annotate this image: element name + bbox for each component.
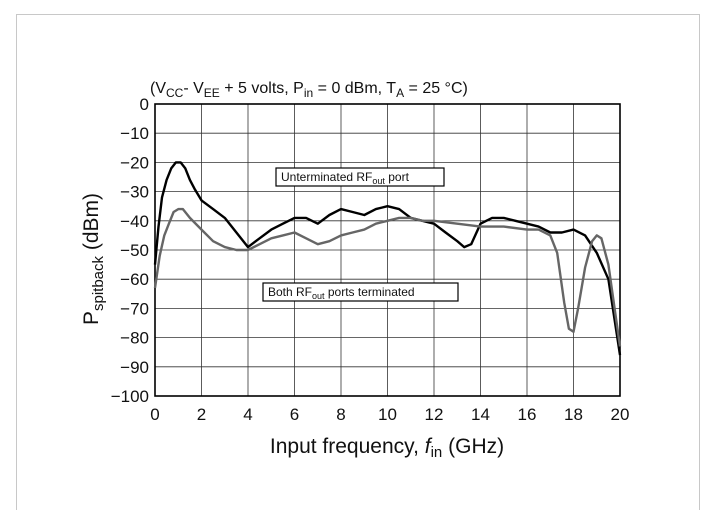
annotation-box [275,167,445,187]
y-tick-label: −100 [111,387,149,406]
y-tick-label: −30 [120,183,149,202]
figure-frame [16,14,700,510]
plot-frame [154,103,621,397]
y-tick-label: −70 [120,299,149,318]
annotation-unterminated: Unterminated RFout port [275,167,445,187]
chart-title: (VCC- VEE + 5 volts, Pin = 0 dBm, TA = 2… [150,80,468,100]
series-lines [153,161,622,356]
x-tick-label: 18 [564,405,583,424]
series-line-1 [153,161,622,356]
y-tick-label: −60 [120,270,149,289]
x-tick-label: 4 [243,405,252,424]
y-tick-label: −50 [120,241,149,260]
x-axis-title: Input frequency, fin (GHz) [270,435,504,461]
y-tick-label: −10 [120,124,149,143]
y-tick-label: −40 [120,212,149,231]
y-tick-label: 0 [140,95,149,114]
y-tick-label: −20 [120,153,149,172]
annotation-terminated: Both RFout ports terminated [262,282,459,302]
y-axis-title: Pspitback (dBm) [80,193,107,325]
x-tick-label: 20 [611,405,630,424]
grid [154,103,621,397]
y-tick-label: −80 [120,329,149,348]
x-tick-labels: 0 2 4 6 8 10 12 14 16 18 20 [150,405,629,424]
y-tick-label: −90 [120,358,149,377]
x-tick-label: 0 [150,405,159,424]
x-tick-label: 12 [425,405,444,424]
x-tick-label: 8 [336,405,345,424]
x-tick-label: 16 [518,405,537,424]
series-line-2 [153,207,622,347]
annotation-text: Both RFout ports terminated [268,285,415,301]
x-tick-label: 10 [378,405,397,424]
annotation-text: Unterminated RFout port [281,170,410,186]
plot-border [154,103,621,397]
y-tick-labels: 0 −10 −20 −30 −40 −50 −60 −70 −80 −90 −100 [111,95,149,406]
x-tick-label: 6 [290,405,299,424]
x-tick-label: 2 [197,405,206,424]
annotation-box [262,282,459,302]
x-tick-label: 14 [471,405,490,424]
